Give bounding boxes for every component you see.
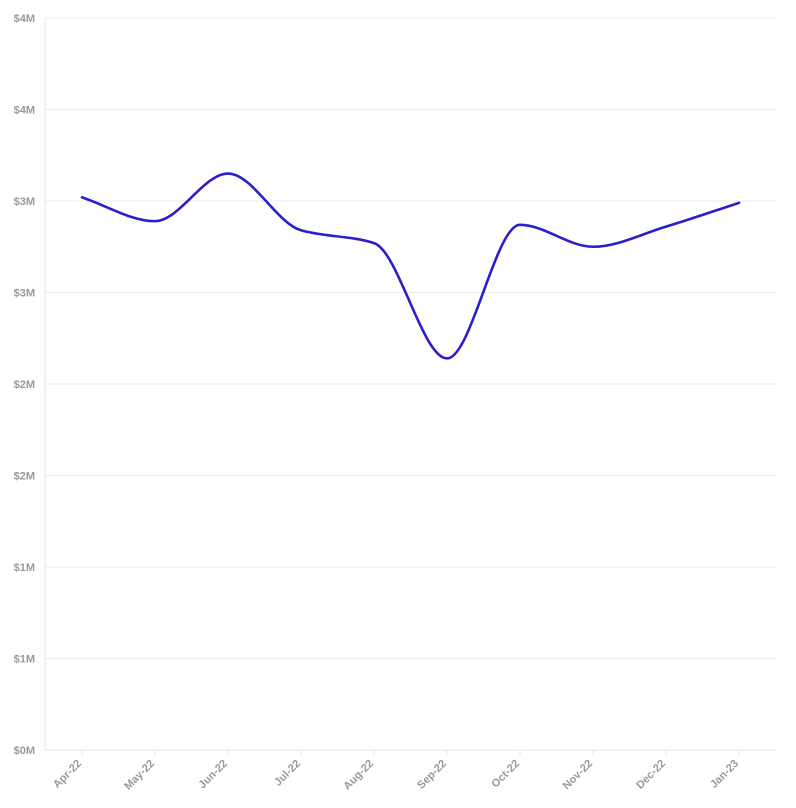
y-tick-label: $3M	[14, 288, 35, 300]
y-tick-label: $4M	[14, 13, 35, 25]
x-tick-label: Aug-22	[341, 758, 376, 793]
y-tick-label: $1M	[14, 562, 35, 574]
y-tick-label: $2M	[14, 471, 35, 483]
x-tick-label: Sep-22	[415, 758, 449, 792]
y-tick-label: $1M	[14, 654, 35, 666]
gridlines	[45, 17, 777, 659]
x-tick-label: Jan-23	[708, 758, 741, 791]
y-tick-label: $2M	[14, 379, 35, 391]
series-line	[80, 172, 741, 360]
y-axis-ticks: $0M $1M $1M $2M $2M $3M $3M $4M $4M	[14, 13, 35, 757]
axes	[44, 18, 777, 751]
x-tick-label: May-22	[122, 758, 157, 793]
x-tick-label: Oct-22	[489, 758, 522, 791]
series-group	[80, 172, 741, 360]
x-tick-label: Jun-22	[197, 758, 231, 792]
x-axis-ticks: Apr-22 May-22 Jun-22 Jul-22 Aug-22 Sep-22 Oct-…	[51, 750, 741, 792]
x-tick-label: Nov-22	[561, 758, 595, 792]
x-tick-label: Apr-22	[51, 758, 84, 791]
y-tick-label: $4M	[14, 105, 35, 117]
x-tick-label: Dec-22	[634, 758, 668, 792]
x-tick-label: Jul-22	[272, 758, 303, 789]
y-tick-label: $0M	[14, 745, 35, 757]
y-tick-label: $3M	[14, 196, 35, 208]
